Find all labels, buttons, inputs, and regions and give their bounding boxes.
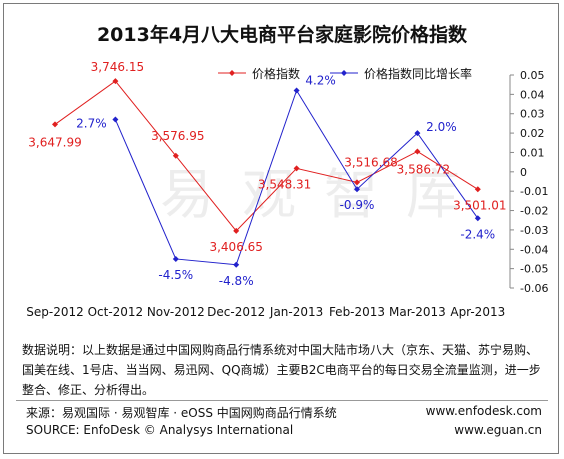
right-axis-tick-label: 0.01: [520, 146, 545, 159]
price-index-point: [293, 165, 300, 172]
growth-data-label: -4.5%: [158, 268, 193, 282]
divider: [16, 400, 548, 401]
x-axis-tick-label: Apr-2013: [450, 305, 505, 319]
x-axis-tick-label: Mar-2013: [389, 305, 446, 319]
legend-growth-label: 价格指数同比增长率: [364, 66, 472, 81]
right-axis-tick-label: 0.05: [520, 69, 545, 82]
growth-point: [112, 116, 119, 123]
price-index-point: [52, 121, 58, 128]
legend-growth-marker: [341, 70, 347, 76]
x-axis-tick-label: Nov-2012: [147, 305, 205, 319]
growth-data-label: 4.2%: [305, 73, 336, 87]
right-axis-tick-label: 0.04: [520, 88, 545, 101]
price-index-data-label: 3,746.15: [91, 60, 144, 74]
right-axis-tick-label: -0.03: [520, 224, 548, 237]
price-index-data-label: 3,516.68: [344, 155, 397, 169]
price-index-point: [414, 148, 421, 155]
right-axis-tick-label: 0.03: [520, 108, 545, 121]
right-axis-tick-label: 0.02: [520, 127, 545, 140]
growth-point: [414, 130, 421, 137]
price-index-data-label: 3,548.31: [258, 177, 311, 191]
price-index-point: [233, 227, 240, 234]
price-index-point: [474, 186, 481, 193]
growth-point: [354, 186, 360, 193]
series-price-index-line: [54, 80, 479, 232]
website-eguan[interactable]: www.eguan.cn: [454, 423, 542, 437]
x-axis-tick-label: Sep-2012: [26, 305, 84, 319]
growth-point: [172, 255, 179, 262]
right-axis-tick-label: -0.01: [520, 185, 548, 198]
growth-point: [293, 87, 300, 94]
x-axis-tick-label: Dec-2012: [207, 305, 265, 319]
price-index-point: [354, 179, 360, 186]
data-note: 数据说明：以上数据是通过中国网购商品行情系统对中国大陆市场八大（京东、天猫、苏宁…: [22, 343, 541, 397]
growth-data-label: -0.9%: [340, 198, 375, 212]
source-cn: 来源：易观国际 · 易观智库 · eOSS 中国网购商品行情系统: [26, 406, 337, 420]
source-en: SOURCE: EnfoDesk © Analysys Internationa…: [26, 423, 294, 437]
watermark: 易观智库: [160, 163, 488, 226]
price-index-data-label: 3,406.65: [209, 240, 262, 254]
growth-data-label: -2.4%: [460, 227, 495, 241]
price-index-point: [172, 152, 179, 159]
right-axis-tick-label: -0.06: [520, 282, 548, 295]
growth-data-label: 2.0%: [426, 120, 457, 134]
legend-price-index-marker: [229, 70, 235, 76]
price-index-data-label: 3,501.01: [453, 198, 506, 212]
growth-point: [474, 215, 481, 222]
price-index-data-label: 3,576.95: [151, 129, 204, 143]
chart-title: 2013年4月八大电商平台家庭影院价格指数: [96, 24, 468, 46]
legend-price-index-label: 价格指数: [252, 66, 300, 81]
right-axis-tick-label: -0.04: [520, 243, 548, 256]
right-axis-tick-label: -0.05: [520, 263, 548, 276]
x-axis-tick-label: Oct-2012: [88, 305, 144, 319]
growth-point: [233, 261, 240, 268]
right-axis-tick-label: 0: [520, 166, 527, 179]
price-index-data-label: 3,586.72: [397, 162, 450, 176]
right-axis-tick-label: -0.02: [520, 205, 548, 218]
x-axis-tick-label: Jan-2013: [269, 305, 323, 319]
growth-data-label: -4.8%: [219, 274, 254, 288]
x-axis-tick-label: Feb-2013: [329, 305, 385, 319]
website-enfodesk[interactable]: www.enfodesk.com: [425, 404, 542, 418]
growth-data-label: 2.7%: [76, 117, 107, 131]
chart-frame: [3, 3, 559, 454]
price-index-point: [112, 78, 119, 85]
price-index-data-label: 3,647.99: [28, 135, 81, 149]
